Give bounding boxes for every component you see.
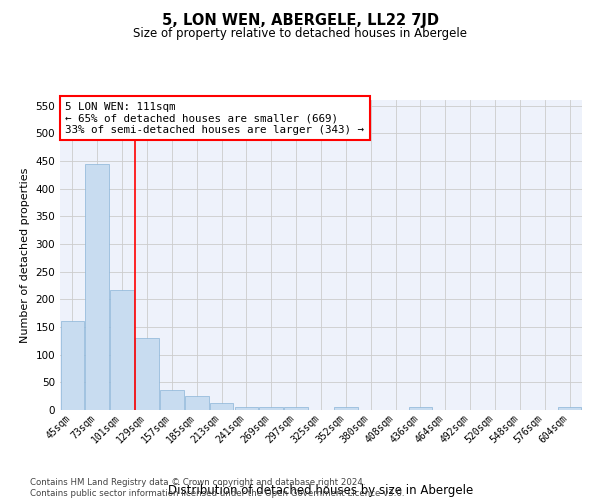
Y-axis label: Number of detached properties: Number of detached properties [20, 168, 30, 342]
Bar [135, 338, 159, 410]
Bar [85, 164, 109, 410]
X-axis label: Distribution of detached houses by size in Abergele: Distribution of detached houses by size … [169, 484, 473, 496]
Bar [334, 407, 358, 410]
Text: Size of property relative to detached houses in Abergele: Size of property relative to detached ho… [133, 28, 467, 40]
Bar [61, 322, 84, 410]
Bar [284, 407, 308, 410]
Bar [210, 404, 233, 410]
Bar [409, 407, 432, 410]
Bar [558, 407, 581, 410]
Bar [185, 396, 209, 410]
Text: 5 LON WEN: 111sqm
← 65% of detached houses are smaller (669)
33% of semi-detache: 5 LON WEN: 111sqm ← 65% of detached hous… [65, 102, 364, 134]
Text: 5, LON WEN, ABERGELE, LL22 7JD: 5, LON WEN, ABERGELE, LL22 7JD [161, 12, 439, 28]
Bar [160, 390, 184, 410]
Bar [235, 406, 258, 410]
Bar [259, 407, 283, 410]
Bar [110, 290, 134, 410]
Text: Contains HM Land Registry data © Crown copyright and database right 2024.
Contai: Contains HM Land Registry data © Crown c… [30, 478, 404, 498]
